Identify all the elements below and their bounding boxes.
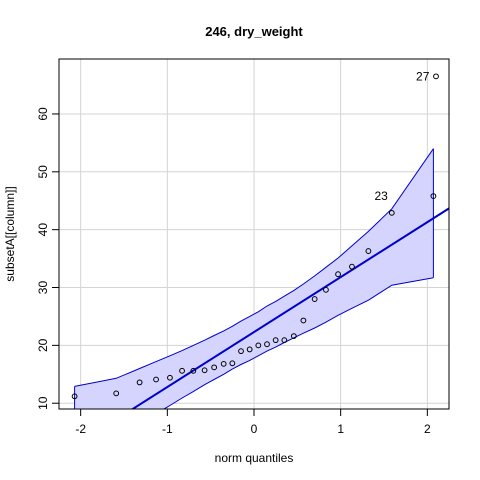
data-point-14 — [264, 341, 270, 348]
data-point-22 — [349, 263, 355, 270]
data-point-1 — [113, 390, 120, 397]
data-point-12 — [246, 346, 253, 353]
data-point-3 — [153, 376, 159, 383]
data-point-13 — [255, 342, 262, 349]
x-tick-label-3: 1 — [337, 422, 344, 436]
y-tick-label-0: 10 — [36, 396, 50, 410]
data-point-15 — [272, 337, 279, 344]
reference-line-path — [130, 207, 449, 409]
point-label-0: 23 — [374, 189, 388, 203]
y-tick-label-4: 50 — [36, 165, 50, 179]
data-points — [71, 73, 439, 400]
data-point-10 — [229, 360, 236, 367]
data-point-5 — [179, 367, 185, 374]
data-point-26 — [433, 73, 439, 80]
data-point-16 — [281, 337, 288, 344]
x-axis-label: norm quantiles — [215, 451, 294, 465]
data-point-11 — [238, 348, 244, 355]
axes: -2 -1 0 1 2 10 20 30 40 50 60 — [36, 58, 450, 436]
data-point-19 — [311, 296, 318, 302]
data-point-0 — [71, 393, 78, 400]
x-tick-label-1: -1 — [162, 422, 173, 436]
data-point-25 — [430, 193, 437, 200]
y-tick-label-2: 30 — [36, 281, 50, 295]
point-label-1: 27 — [416, 69, 430, 83]
data-point-17 — [290, 333, 297, 340]
data-point-21 — [335, 271, 341, 278]
data-point-7 — [201, 367, 208, 374]
chart-title: 246, dry_weight — [205, 24, 303, 39]
band-lower-edge — [162, 277, 434, 409]
data-point-18 — [300, 317, 307, 324]
x-tick-label-0: -2 — [75, 422, 86, 436]
data-point-2 — [136, 379, 143, 386]
x-tick-label-2: 0 — [251, 422, 258, 436]
data-point-20 — [323, 286, 329, 293]
x-tick-label-4: 2 — [424, 422, 431, 436]
y-tick-label-1: 20 — [36, 338, 50, 352]
data-point-9 — [220, 360, 227, 367]
data-point-24 — [388, 209, 395, 216]
y-tick-label-3: 40 — [36, 223, 50, 237]
data-point-8 — [211, 364, 218, 371]
point-labels: 23 27 — [374, 69, 429, 203]
band-upper-edge — [74, 148, 434, 387]
data-point-6 — [190, 367, 197, 374]
data-point-4 — [167, 374, 173, 381]
y-tick-label-5: 60 — [36, 107, 50, 121]
band-fill — [74, 148, 434, 409]
confidence-band — [74, 148, 434, 409]
data-point-23 — [365, 248, 372, 254]
reference-line — [130, 207, 449, 409]
y-axis-label: subsetA[[column]] — [3, 186, 17, 281]
